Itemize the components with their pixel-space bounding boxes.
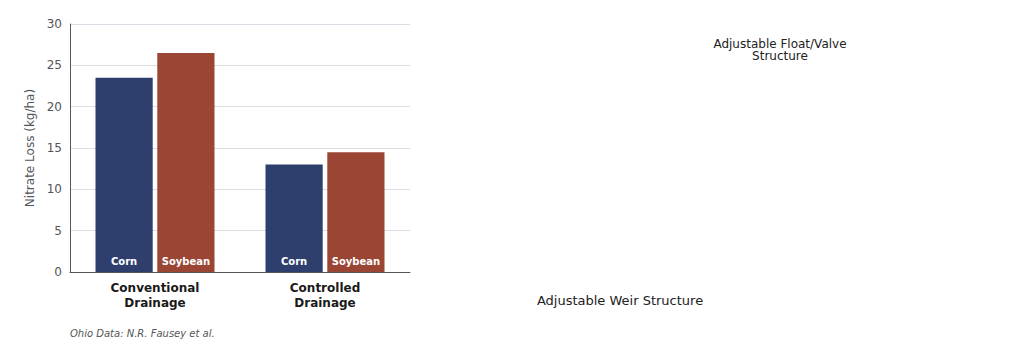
svg-text:Structure: Structure [752,49,808,63]
svg-text:Soybean: Soybean [332,256,380,267]
svg-text:15: 15 [47,141,62,155]
svg-text:Controlled: Controlled [290,281,360,295]
svg-text:Adjustable Float/Valve: Adjustable Float/Valve [713,37,847,51]
svg-text:Corn: Corn [111,256,137,267]
svg-text:Soybean: Soybean [162,256,210,267]
svg-text:Drainage: Drainage [124,296,185,310]
svg-text:Drainage: Drainage [294,296,355,310]
svg-text:30: 30 [47,17,62,31]
svg-text:Adjustable Weir Structure: Adjustable Weir Structure [537,293,703,308]
svg-text:10: 10 [47,182,62,196]
svg-text:0: 0 [54,265,62,279]
svg-text:Ohio Data: N.R. Fausey et al.: Ohio Data: N.R. Fausey et al. [70,328,215,339]
svg-text:Conventional: Conventional [111,281,200,295]
svg-text:Corn: Corn [281,256,307,267]
svg-text:Nitrate Loss (kg/ha): Nitrate Loss (kg/ha) [23,89,37,207]
svg-text:5: 5 [54,224,62,238]
svg-text:20: 20 [47,100,62,114]
svg-text:25: 25 [47,58,62,72]
